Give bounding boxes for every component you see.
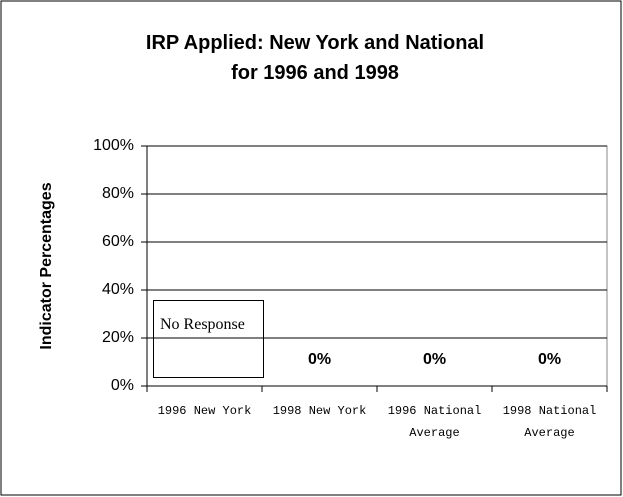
x-tick-label: 1998 New York (272, 404, 367, 418)
x-tick-label: 1998 National Average (502, 404, 597, 440)
y-tick-label: 0% (111, 377, 134, 394)
y-axis-label: Indicator Percentages (38, 182, 55, 349)
annotation: No Response (153, 300, 264, 378)
y-tick-label: 60% (102, 233, 134, 250)
x-tick-label: 1996 New York (157, 404, 252, 418)
y-tick-label: 20% (102, 329, 134, 346)
y-tick-label: 40% (102, 281, 134, 298)
chart-title: IRP Applied: New York and National for 1… (145, 32, 485, 84)
data-label: 0% (308, 351, 331, 368)
x-tick-label: 1996 National Average (387, 404, 482, 440)
y-tick-label: 80% (102, 185, 134, 202)
y-tick-label: 100% (93, 137, 134, 154)
data-label: 0% (538, 351, 561, 368)
data-label: 0% (423, 351, 446, 368)
